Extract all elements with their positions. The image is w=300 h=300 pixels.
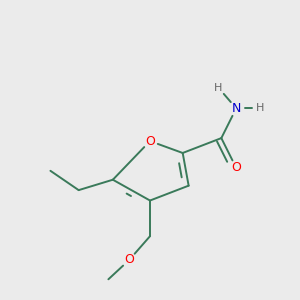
Text: N: N [232, 102, 241, 115]
Text: H: H [256, 103, 264, 113]
Text: O: O [124, 254, 134, 266]
Text: O: O [231, 161, 241, 174]
Text: O: O [145, 135, 155, 148]
Text: H: H [214, 82, 223, 93]
